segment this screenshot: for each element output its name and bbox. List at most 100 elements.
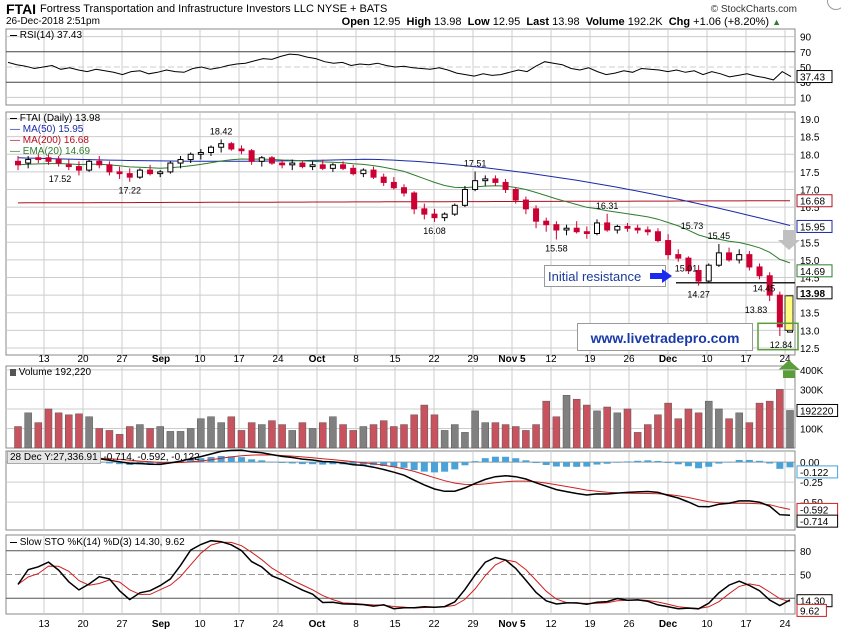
candle-body: [451, 204, 458, 215]
volume-bar: [390, 426, 398, 449]
candle-body: [421, 208, 428, 215]
price-tick-label: 16.5: [800, 203, 820, 214]
volume-bar: [207, 416, 215, 449]
ticker-symbol: FTAI: [6, 1, 37, 17]
volume-bar: [258, 424, 266, 449]
macd-histogram-bar: [512, 458, 520, 463]
macd-histogram-bar: [187, 459, 195, 463]
volume-bar: [247, 422, 256, 449]
volume-label: Volume: [585, 16, 625, 28]
volume-legend: Volume 192,220: [10, 367, 91, 378]
macd-line: [17, 449, 791, 516]
ma50-tag: 15.95: [800, 222, 825, 233]
candle-body: [472, 180, 479, 190]
macd-histogram-bar: [197, 458, 205, 463]
candle-body: [268, 157, 275, 164]
macd-histogram-bar: [542, 462, 550, 465]
volume-bar: [85, 416, 93, 449]
macd-histogram-bar: [146, 462, 154, 465]
candle-body: [370, 169, 377, 178]
rsi-legend-text: RSI(14) 37.43: [19, 30, 83, 41]
volume-bar: [420, 404, 429, 449]
price-tick-label: 19.0: [800, 115, 820, 126]
volume-bar: [603, 406, 611, 449]
macd-histogram-bar: [766, 462, 774, 464]
macd-histogram-bar: [105, 462, 113, 464]
volume-bar: [583, 404, 591, 449]
macd-histogram-bar: [491, 456, 499, 463]
volume-bar: [359, 426, 368, 449]
macd-histogram-bar: [634, 460, 642, 463]
last-label: Last: [526, 16, 550, 28]
chg-value: +1.06 (+8.20%): [693, 16, 770, 28]
x-tick-label: 10: [701, 619, 713, 630]
macd-histogram-bar: [684, 462, 692, 467]
candle-body: [654, 231, 661, 242]
candle-body: [665, 240, 672, 256]
volume-bar: [511, 426, 520, 449]
volume-bar: [217, 422, 225, 449]
volume-bar: [481, 422, 490, 449]
macd-histogram-bar: [319, 462, 327, 465]
candle-body: [126, 173, 133, 178]
candle-body: [411, 192, 418, 210]
x-tick-label: 27: [116, 619, 128, 630]
price-extreme-label: 15.01: [675, 264, 698, 274]
candle-body: [228, 143, 235, 150]
macd-legend-values: -0.714, -0.592, -0.122: [103, 452, 200, 463]
x-tick-label: 13: [38, 354, 50, 365]
volume-bar: [186, 428, 195, 449]
price-tick-label: 13.0: [800, 326, 820, 337]
volume-bar: [65, 414, 73, 449]
candle-body: [533, 208, 540, 222]
macd-histogram-bar: [217, 456, 225, 463]
candle-body: [208, 146, 214, 154]
x-tick-label: 29: [467, 354, 479, 365]
candle-body: [614, 225, 621, 231]
candle-body: [736, 254, 743, 261]
sto-k-line: [17, 539, 791, 610]
candle-body: [136, 169, 143, 178]
ma200-tag: 16.68: [800, 197, 825, 208]
volume-value: 192.2K: [627, 16, 663, 28]
x-tick-label: 22: [428, 619, 440, 630]
macd-histogram-bar: [705, 462, 713, 467]
macd-legend: 28 Dec Y:27,336.91 -0.714, -0.592, -0.12…: [7, 451, 200, 464]
price-tick-label: 12.5: [800, 344, 820, 355]
volume-bar: [735, 412, 743, 449]
ma50-tag-box: [796, 219, 833, 233]
x-tick-label: 26: [623, 354, 635, 365]
price-tick-label: 14.5: [800, 274, 820, 285]
x-tick-label: 26: [623, 619, 635, 630]
volume-bar: [572, 398, 581, 449]
price-extreme-label: 17.51: [464, 159, 487, 169]
rsi-legend: RSI(14) 37.43: [10, 30, 82, 41]
candle-body: [147, 169, 154, 175]
open-value: 12.95: [372, 16, 401, 28]
search-icon[interactable]: [827, 0, 841, 10]
price-extreme-label: 13.83: [745, 305, 768, 315]
macd-histogram-bar: [420, 462, 428, 472]
macd-histogram-bar: [644, 460, 652, 463]
candle-body: [390, 181, 397, 189]
volume-bar: [440, 430, 449, 449]
volume-bar: [715, 408, 723, 449]
macd-histogram-bar: [725, 462, 733, 463]
candle-body: [624, 225, 631, 229]
candle-body: [634, 227, 641, 231]
green-up-arrow-icon: [778, 360, 800, 378]
price-extreme-label: 15.45: [708, 231, 731, 241]
x-tick-label: 10: [194, 619, 206, 630]
price-extreme-label: 17.22: [118, 186, 141, 196]
x-tick-label: Dec: [659, 354, 678, 365]
ma50-line: [17, 157, 791, 226]
x-tick-label: Nov 5: [498, 354, 526, 365]
macd-histogram-bar: [613, 462, 621, 463]
macd-histogram-bar: [481, 458, 489, 463]
x-tick-label: 24: [272, 619, 284, 630]
candle-body: [96, 160, 103, 166]
candle-body: [299, 162, 306, 168]
macd-histogram-bar: [593, 462, 601, 465]
volume-bar: [54, 412, 63, 449]
macd-histogram-bar: [603, 462, 611, 464]
